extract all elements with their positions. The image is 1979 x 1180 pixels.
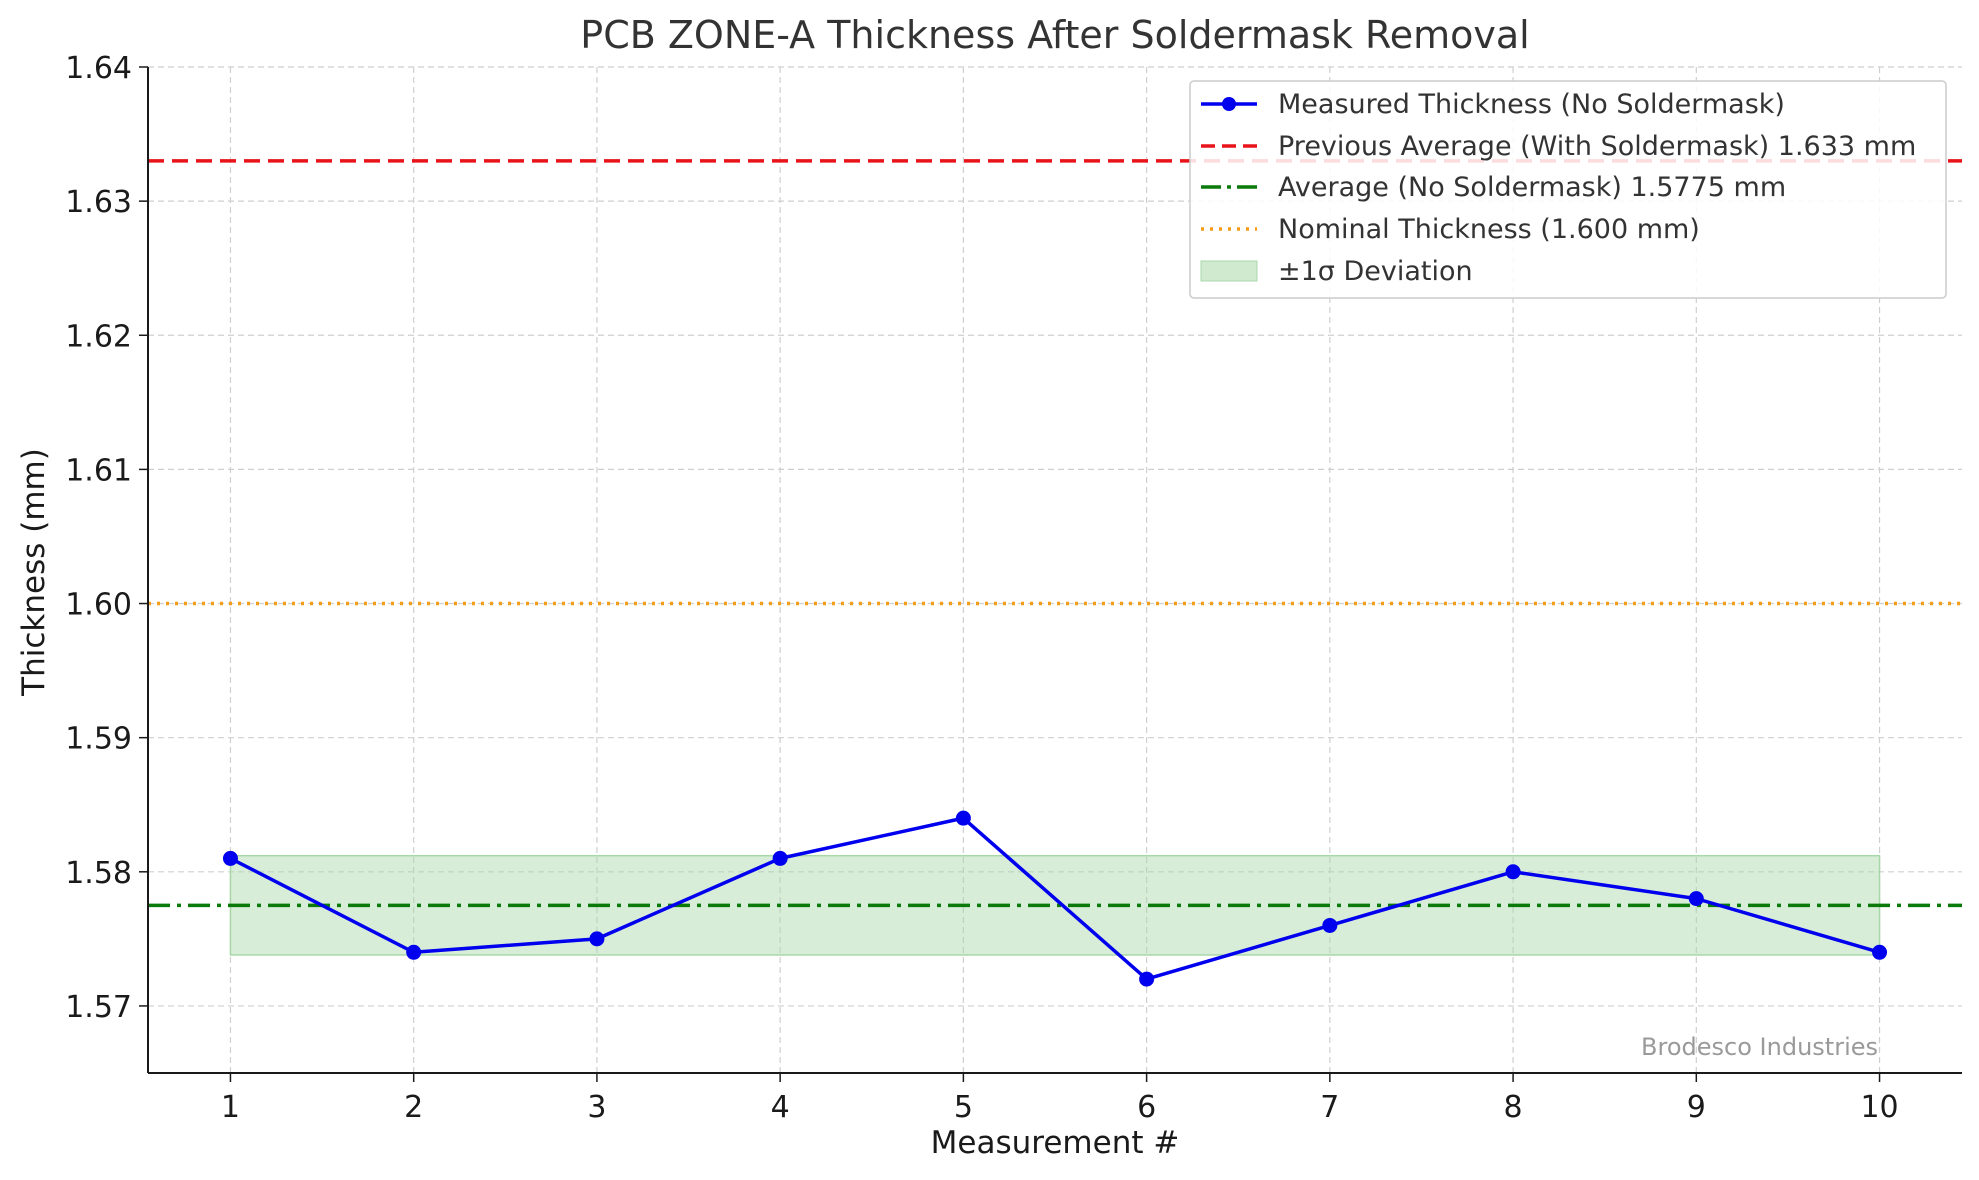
legend-label-previous-average: Previous Average (With Soldermask) 1.633…	[1278, 131, 1916, 162]
axes	[147, 67, 1962, 1074]
data-point	[1688, 891, 1704, 907]
x-axis-title: Measurement #	[931, 1125, 1180, 1161]
y-tick-label: 1.62	[65, 319, 132, 354]
data-point	[406, 944, 422, 960]
x-tick-label: 7	[1320, 1090, 1339, 1125]
data-point	[772, 850, 788, 866]
legend-swatch-deviation	[1200, 260, 1258, 282]
watermark-text: Brodesco Industries	[1641, 1033, 1878, 1061]
x-tick-label: 1	[221, 1090, 240, 1125]
x-tick-label: 2	[404, 1090, 423, 1125]
series-line-measured	[229, 816, 1881, 981]
x-tick-label: 6	[1137, 1090, 1156, 1125]
x-tick-label: 9	[1687, 1090, 1706, 1125]
data-point	[1139, 971, 1155, 987]
legend-label-nominal: Nominal Thickness (1.600 mm)	[1278, 214, 1700, 245]
y-tick-label: 1.61	[65, 453, 132, 488]
data-point	[222, 850, 238, 866]
x-tick-label: 5	[954, 1090, 973, 1125]
y-ticks: 1.57 1.58 1.59 1.60 1.61 1.62 1.63 1.64	[65, 51, 148, 1025]
series-layer	[222, 810, 1888, 987]
legend-label-measured: Measured Thickness (No Soldermask)	[1278, 89, 1785, 120]
legend-box	[1189, 80, 1947, 299]
y-tick-label: 1.57	[65, 990, 132, 1025]
x-tick-label: 8	[1504, 1090, 1523, 1125]
reference-lines-layer	[148, 159, 1962, 908]
data-point	[955, 810, 971, 826]
data-point	[1505, 864, 1521, 880]
y-axis-title: Thickness (mm)	[16, 448, 52, 697]
legend: Measured Thickness (No Soldermask) Previ…	[1189, 80, 1947, 299]
grid	[148, 66, 1962, 1073]
y-tick-label: 1.59	[65, 722, 132, 757]
x-tick-label: 3	[587, 1090, 606, 1125]
x-tick-label: 10	[1860, 1090, 1898, 1125]
data-point	[1872, 944, 1888, 960]
y-tick-label: 1.63	[65, 185, 132, 220]
x-ticks: 1 2 3 4 5 6 7 8 9 10	[221, 1073, 1899, 1125]
data-point	[589, 931, 605, 947]
y-tick-label: 1.64	[65, 51, 132, 86]
y-tick-label: 1.58	[65, 856, 132, 891]
legend-swatch-measured-marker	[1222, 97, 1236, 111]
data-point	[1322, 917, 1338, 933]
chart-title: PCB ZONE-A Thickness After Soldermask Re…	[580, 13, 1529, 57]
legend-label-deviation: ±1σ Deviation	[1278, 256, 1473, 287]
x-tick-label: 4	[771, 1090, 790, 1125]
y-tick-label: 1.60	[65, 588, 132, 623]
legend-label-average: Average (No Soldermask) 1.5775 mm	[1278, 172, 1786, 203]
